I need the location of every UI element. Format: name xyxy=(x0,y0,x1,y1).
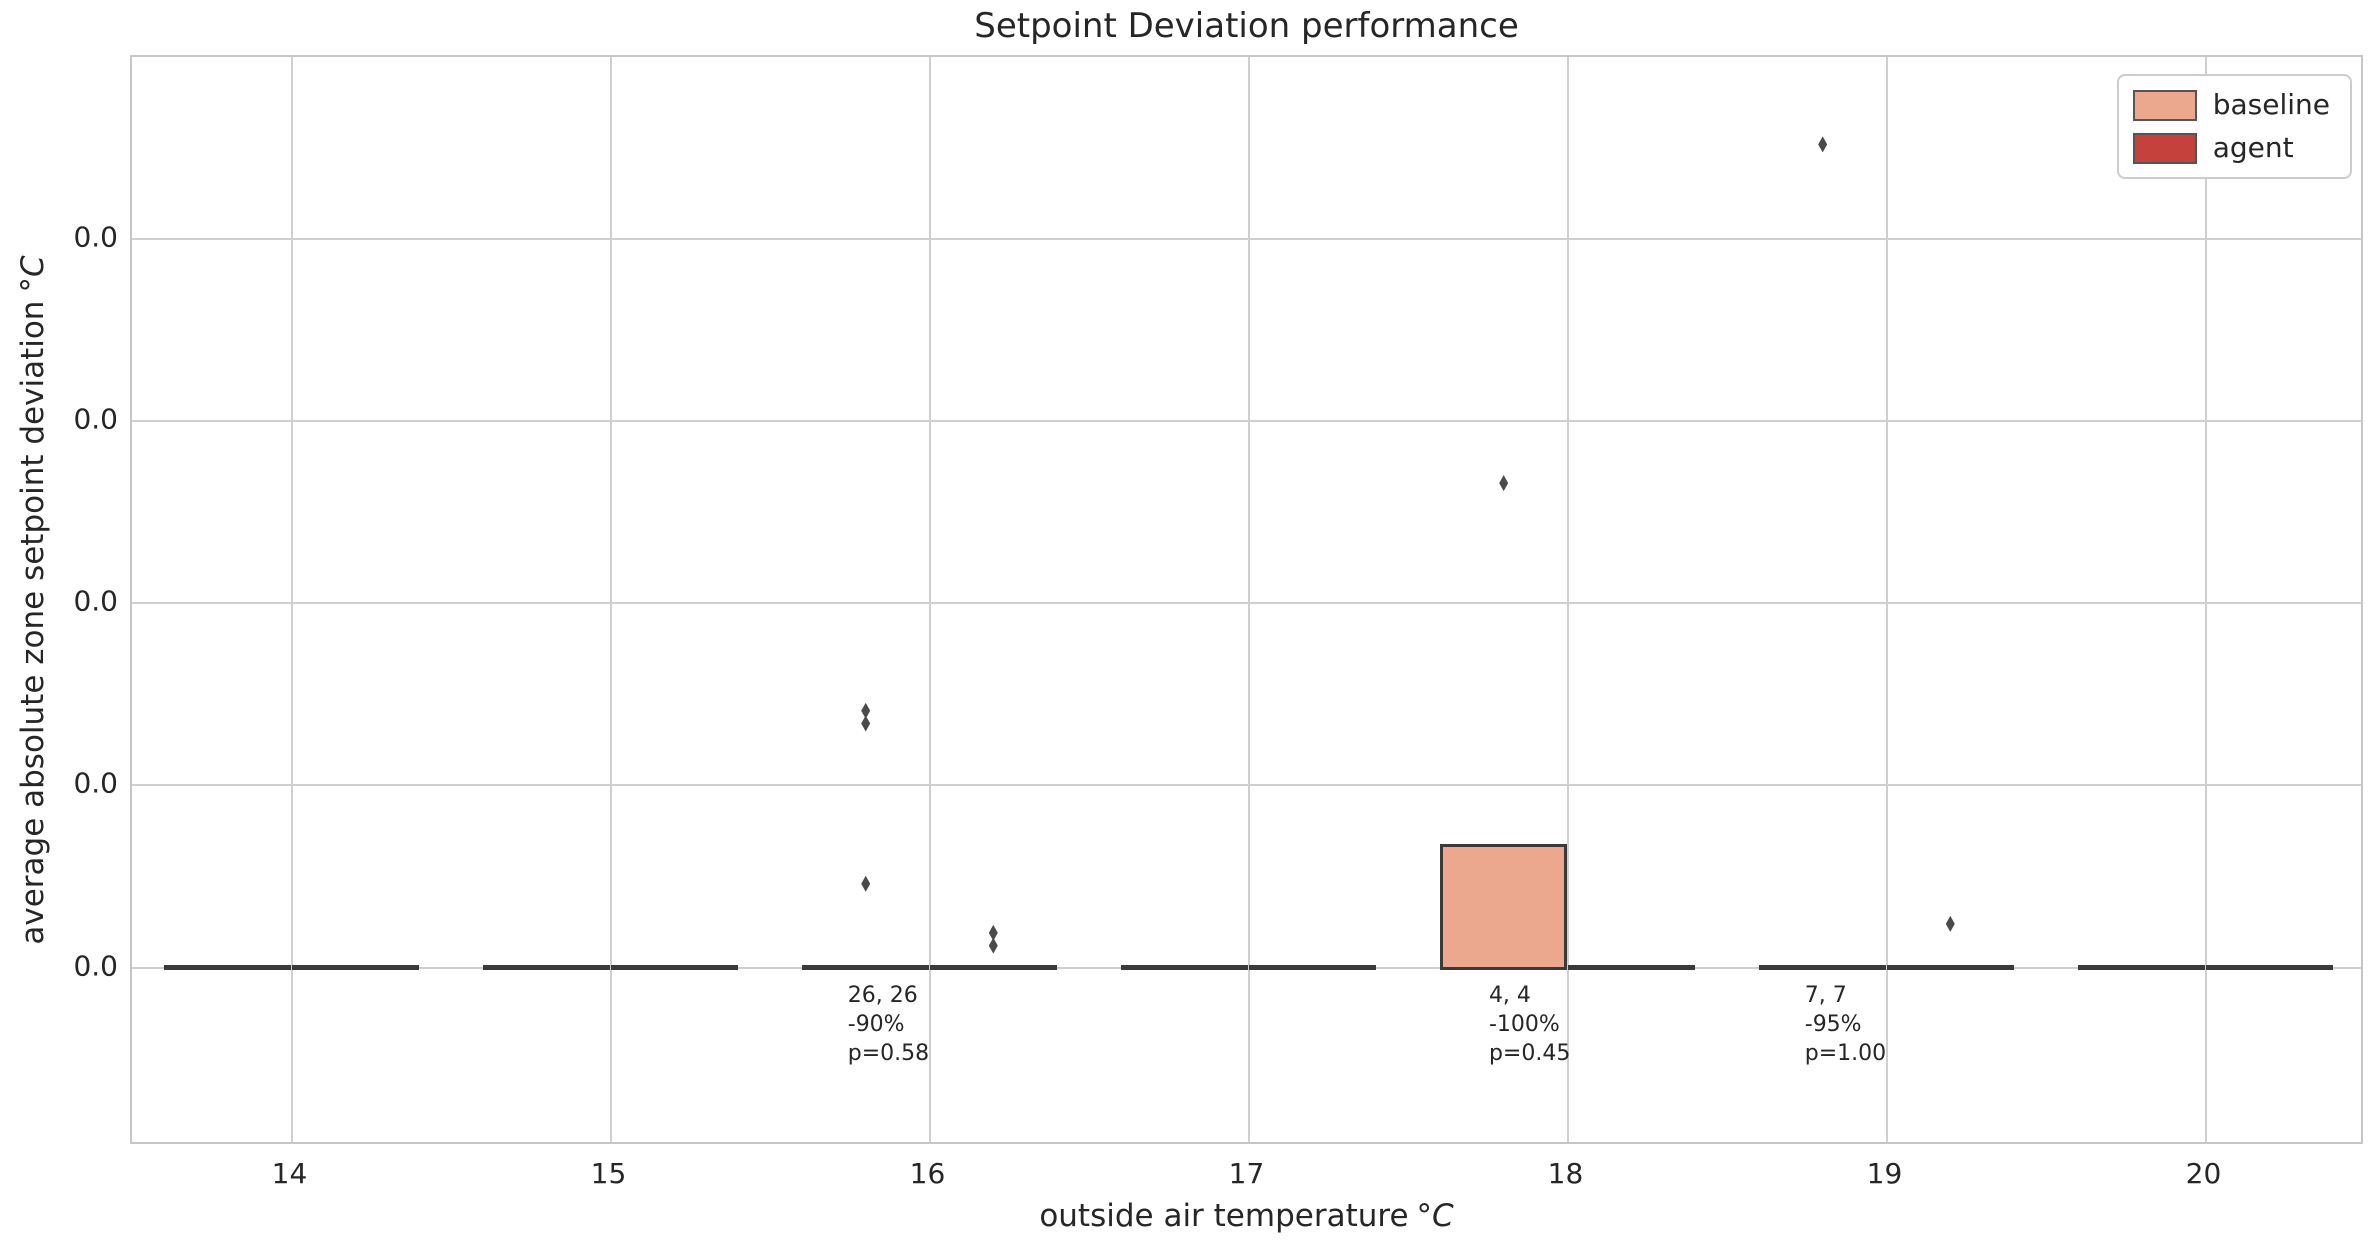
legend-entry-baseline: baseline xyxy=(2132,88,2330,121)
legend-entry-agent: agent xyxy=(2132,131,2330,164)
annotation-line: 4, 4 xyxy=(1488,982,1531,1008)
outlier-diamond-baseline xyxy=(861,702,871,719)
y-axis-label-text: average absolute zone setpoint deviation xyxy=(15,300,51,945)
collapsed-box-agent xyxy=(1886,965,2015,971)
gridline-vertical xyxy=(1247,57,1250,1142)
collapsed-box-agent xyxy=(1248,965,1377,971)
collapsed-box-agent xyxy=(610,965,739,971)
box-baseline xyxy=(1439,843,1568,971)
y-axis-unit: °C xyxy=(15,255,51,293)
outlier-diamond-agent xyxy=(988,937,998,954)
annotation-line: p=0.45 xyxy=(1488,1040,1571,1066)
collapsed-box-agent xyxy=(1567,965,1696,971)
gridline-horizontal xyxy=(132,238,2361,241)
outlier-diamond-baseline xyxy=(1499,475,1509,492)
outlier-diamond-agent xyxy=(1945,915,1955,932)
annotation-line: -100% xyxy=(1488,1011,1560,1037)
x-tick-label: 15 xyxy=(590,1157,627,1190)
collapsed-box-agent xyxy=(929,965,1058,971)
x-axis-unit: °C xyxy=(1416,1198,1454,1234)
gridline-vertical xyxy=(2204,57,2207,1142)
gridline-vertical xyxy=(1885,57,1888,1142)
collapsed-box-baseline xyxy=(1758,965,1887,971)
annotation-line: -90% xyxy=(847,1011,905,1037)
y-tick-label: 0.0 xyxy=(73,402,118,436)
gridline-horizontal xyxy=(132,602,2361,605)
gridline-vertical xyxy=(928,57,931,1142)
collapsed-box-baseline xyxy=(163,965,292,971)
annotation-block: 4, 4 -100% p=0.45 xyxy=(1489,981,1570,1068)
annotation-line: 7, 7 xyxy=(1804,982,1847,1008)
y-axis-label: average absolute zone setpoint deviation… xyxy=(15,255,51,944)
y-tick-label: 0.0 xyxy=(73,220,118,254)
x-tick-label: 17 xyxy=(1228,1157,1265,1190)
outlier-diamond-agent xyxy=(988,924,998,941)
x-tick-label: 16 xyxy=(909,1157,946,1190)
x-tick-label: 18 xyxy=(1547,1157,1584,1190)
x-tick-label: 20 xyxy=(2185,1157,2222,1190)
x-tick-label: 19 xyxy=(1866,1157,1903,1190)
chart-title: Setpoint Deviation performance xyxy=(974,6,1519,46)
annotation-block: 7, 7 -95% p=1.00 xyxy=(1805,981,1886,1068)
collapsed-box-baseline xyxy=(801,965,930,971)
collapsed-box-agent xyxy=(2205,965,2334,971)
gridline-vertical xyxy=(290,57,293,1142)
annotation-line: p=0.58 xyxy=(847,1040,930,1066)
gridline-horizontal xyxy=(132,420,2361,423)
collapsed-box-agent xyxy=(291,965,420,971)
agent-swatch xyxy=(2132,132,2197,164)
x-axis-label-text: outside air temperature xyxy=(1039,1198,1409,1234)
collapsed-box-baseline xyxy=(2077,965,2206,971)
annotation-line: -95% xyxy=(1804,1011,1862,1037)
y-tick-label: 0.0 xyxy=(73,584,118,618)
annotation-block: 26, 26 -90% p=0.58 xyxy=(848,981,929,1068)
collapsed-box-baseline xyxy=(482,965,611,971)
gridline-horizontal xyxy=(132,784,2361,787)
gridline-vertical xyxy=(609,57,612,1142)
outlier-diamond-baseline xyxy=(861,875,871,892)
x-tick-label: 14 xyxy=(271,1157,308,1190)
legend: baseline agent xyxy=(2116,74,2352,179)
annotation-line: p=1.00 xyxy=(1804,1040,1887,1066)
legend-label-agent: agent xyxy=(2212,131,2294,164)
collapsed-box-baseline xyxy=(1120,965,1249,971)
baseline-swatch xyxy=(2132,89,2197,121)
outlier-diamond-baseline xyxy=(1818,136,1828,153)
x-axis-label: outside air temperature °C xyxy=(130,1198,2363,1234)
legend-label-baseline: baseline xyxy=(2212,88,2330,121)
y-tick-label: 0.0 xyxy=(73,949,118,983)
gridline-vertical xyxy=(1566,57,1569,1142)
outlier-diamond-baseline xyxy=(861,715,871,732)
annotation-line: 26, 26 xyxy=(847,982,918,1008)
y-tick-label: 0.0 xyxy=(73,766,118,800)
plot-area: baseline agent xyxy=(130,55,2363,1144)
